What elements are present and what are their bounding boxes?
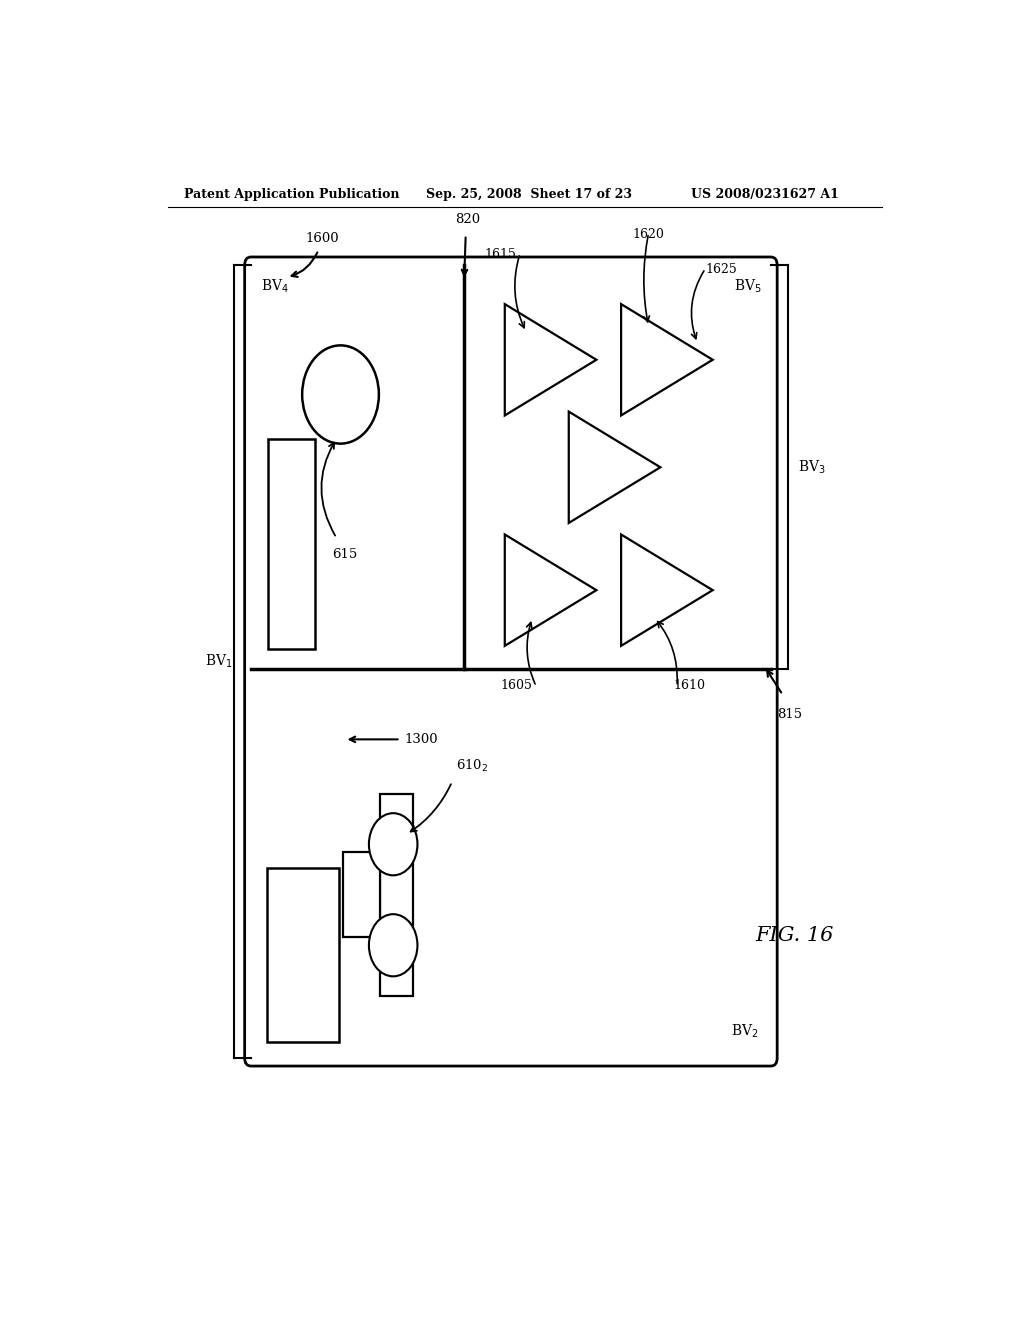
Circle shape <box>302 346 379 444</box>
Circle shape <box>369 915 418 977</box>
Text: 1625: 1625 <box>706 264 737 276</box>
Text: 1300: 1300 <box>404 733 438 746</box>
Text: 815: 815 <box>777 708 802 721</box>
Circle shape <box>369 813 418 875</box>
Text: BV$_2$: BV$_2$ <box>731 1022 759 1040</box>
Text: 1620: 1620 <box>633 228 665 240</box>
Text: FIG. 16: FIG. 16 <box>756 927 834 945</box>
Text: BV$_1$: BV$_1$ <box>206 653 233 671</box>
Text: 1610: 1610 <box>673 678 705 692</box>
Bar <box>380 793 414 995</box>
Text: BV$_3$: BV$_3$ <box>798 458 825 477</box>
Text: 615: 615 <box>333 548 357 561</box>
Polygon shape <box>622 304 713 416</box>
Text: BV$_5$: BV$_5$ <box>733 277 761 294</box>
Text: 1605: 1605 <box>501 678 532 692</box>
Bar <box>343 851 380 937</box>
Text: 1600: 1600 <box>305 232 339 244</box>
FancyBboxPatch shape <box>245 257 777 1067</box>
Polygon shape <box>505 535 596 645</box>
Text: 1615: 1615 <box>484 248 516 261</box>
Text: 610$_2$: 610$_2$ <box>456 758 488 774</box>
Text: Sep. 25, 2008  Sheet 17 of 23: Sep. 25, 2008 Sheet 17 of 23 <box>426 189 632 202</box>
Polygon shape <box>568 412 660 523</box>
Text: 820: 820 <box>456 214 480 227</box>
Text: US 2008/0231627 A1: US 2008/0231627 A1 <box>691 189 840 202</box>
Bar <box>266 867 339 1043</box>
Text: Patent Application Publication: Patent Application Publication <box>183 189 399 202</box>
Bar <box>268 440 315 649</box>
Text: BV$_4$: BV$_4$ <box>260 277 289 294</box>
Polygon shape <box>505 304 596 416</box>
Polygon shape <box>622 535 713 645</box>
